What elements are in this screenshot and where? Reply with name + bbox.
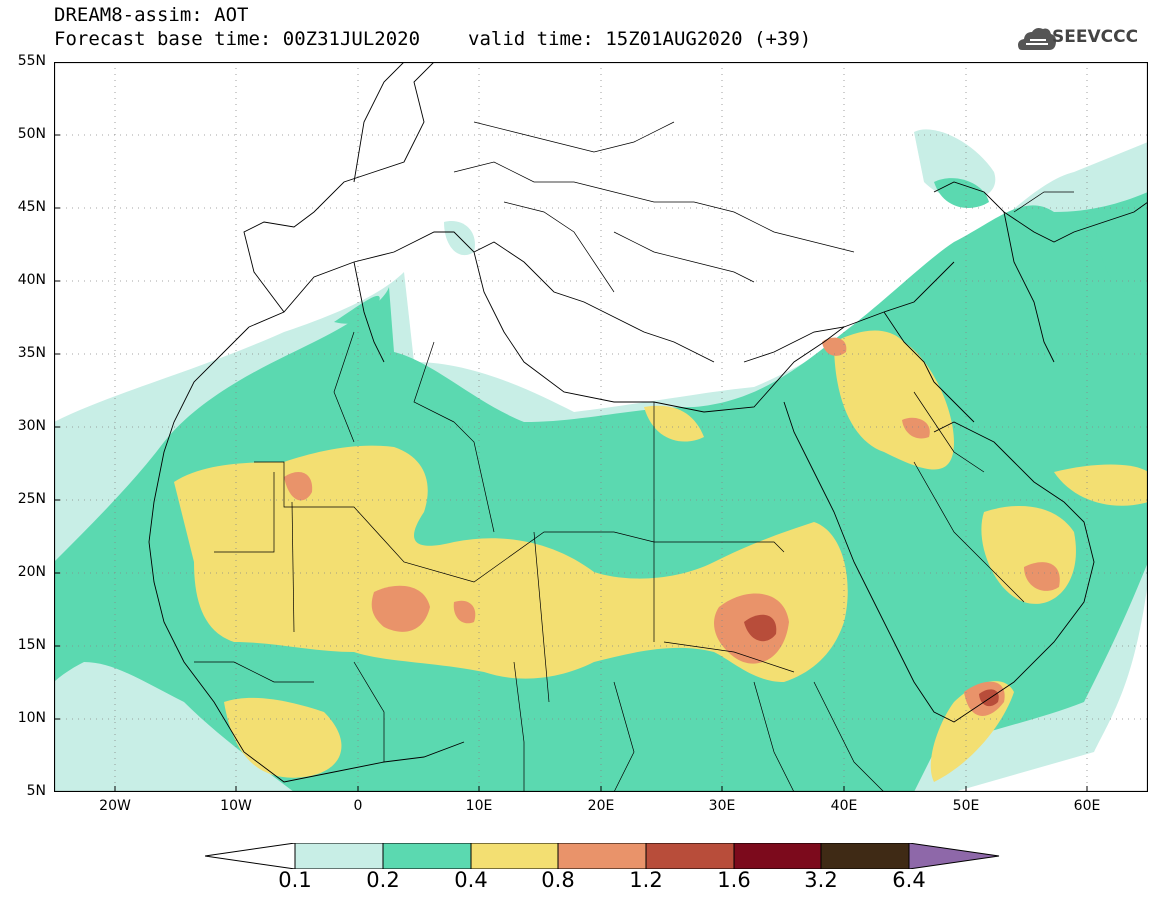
aot-band-0.8 <box>371 585 430 632</box>
lon-label: 0 <box>353 798 363 814</box>
axis-ticks <box>54 134 1088 792</box>
country-borders <box>194 121 1074 792</box>
colorbar <box>205 843 1000 869</box>
aot-band-0.8 <box>284 472 313 501</box>
lon-label: 40E <box>830 798 858 814</box>
colorbar-segment <box>645 843 735 869</box>
base-time: Forecast base time: 00Z31JUL2020 <box>54 28 421 50</box>
lon-label: 10W <box>220 798 252 814</box>
lat-label: 20N <box>17 564 46 580</box>
colorbar-label: 6.4 <box>892 868 926 892</box>
lon-label: 30E <box>708 798 736 814</box>
lat-label: 55N <box>17 53 46 69</box>
aot-band-0.4 <box>224 697 342 778</box>
coastlines <box>148 62 1148 783</box>
lon-label: 20W <box>99 798 131 814</box>
colorbar-segment <box>908 843 1000 869</box>
colorbar-label: 1.6 <box>717 868 751 892</box>
colorbar-segment <box>820 843 910 869</box>
aot-band-0.4 <box>174 445 848 682</box>
colorbar-label: 1.2 <box>629 868 663 892</box>
graticule <box>54 62 1148 792</box>
cloud-logo-icon <box>1018 28 1056 50</box>
lat-label: 40N <box>17 272 46 288</box>
colorbar-segment <box>382 843 472 869</box>
aot-band-0.8 <box>822 337 847 356</box>
colorbar-label: 0.1 <box>278 868 312 892</box>
colorbar-segment <box>470 843 559 869</box>
aot-band-0.2 <box>1094 203 1148 295</box>
colorbar-label: 0.8 <box>541 868 575 892</box>
lat-label: 50N <box>17 126 46 142</box>
colorbar-label: 3.2 <box>804 868 838 892</box>
lon-label: 20E <box>587 798 615 814</box>
map-title: DREAM8-assim: AOT <box>54 4 249 26</box>
colorbar-label: 0.4 <box>454 868 488 892</box>
lat-label: 10N <box>17 710 46 726</box>
aot-band-0.2 <box>334 295 380 324</box>
lon-label: 10E <box>465 798 493 814</box>
valid-time: valid time: 15Z01AUG2020 (+39) <box>468 28 812 50</box>
colorbar-segment <box>294 843 384 869</box>
lat-label: 5N <box>26 783 46 799</box>
lat-label: 25N <box>17 491 46 507</box>
lat-label: 30N <box>17 418 46 434</box>
aot-band-1.2 <box>744 614 777 642</box>
aot-band-0.8 <box>902 417 930 439</box>
aot-contours <box>54 62 1148 792</box>
forecast-times: Forecast base time: 00Z31JUL2020 valid ti… <box>54 28 811 50</box>
colorbar-label: 0.2 <box>366 868 400 892</box>
colorbar-segment <box>205 843 296 869</box>
logo-text: SEEVCCC <box>1052 27 1139 47</box>
lat-label: 35N <box>17 345 46 361</box>
aot-band-0.8 <box>453 600 476 624</box>
lon-label: 60E <box>1073 798 1101 814</box>
aot-band-0.8 <box>1024 562 1060 591</box>
aot-band-0.4 <box>1054 464 1148 506</box>
aot-map <box>54 62 1148 792</box>
lat-label: 45N <box>17 199 46 215</box>
colorbar-segment <box>557 843 647 869</box>
aot-band-0.4 <box>644 405 704 442</box>
lat-label: 15N <box>17 637 46 653</box>
lon-label: 50E <box>952 798 980 814</box>
colorbar-segment <box>733 843 822 869</box>
